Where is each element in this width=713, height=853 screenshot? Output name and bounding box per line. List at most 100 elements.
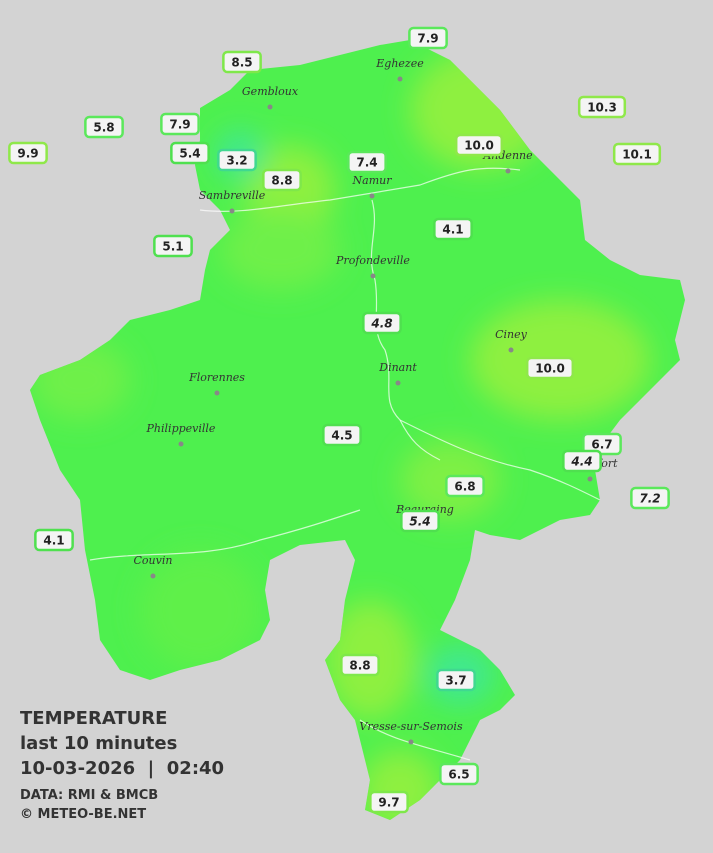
station: 4.4 [562, 449, 602, 473]
station-box [340, 653, 380, 677]
station-box [612, 142, 662, 166]
city-dot [267, 104, 273, 110]
station-value: 4.1 [442, 223, 463, 237]
station: 10.3 [577, 95, 627, 119]
station: 10.0 [525, 356, 575, 380]
station-value: 4.5 [331, 429, 352, 443]
station: 7.4 [347, 150, 387, 174]
station: 7.9 [160, 112, 200, 136]
station: 3.7 [436, 668, 476, 692]
station: 6.7 [582, 432, 622, 456]
station-box [369, 790, 409, 814]
station: 8.5 [222, 50, 262, 74]
station-value: 7.9 [417, 32, 438, 46]
city-dot [214, 390, 220, 396]
station: 10.1 [612, 142, 662, 166]
station-box [630, 486, 670, 510]
city-label: Profondeville [335, 254, 410, 267]
legend-line: TEMPERATURE [20, 708, 167, 729]
station: 5.1 [153, 234, 193, 258]
station-box [8, 141, 48, 165]
station-value: 6.8 [454, 480, 475, 494]
station-box [322, 423, 362, 447]
city-dot [408, 739, 414, 745]
station-value: 9.9 [17, 147, 38, 161]
station-value: 3.2 [226, 154, 247, 168]
station-value: 5.8 [93, 121, 114, 135]
station: 10.0 [454, 133, 504, 157]
station-value: 5.1 [162, 240, 183, 254]
city-dot [370, 273, 376, 279]
city-dot [587, 476, 593, 482]
station-value: 10.0 [535, 362, 565, 376]
legend-line: © METEO-BE.NET [20, 807, 146, 822]
station: 4.1 [34, 528, 74, 552]
city-dot [505, 168, 511, 174]
station: 4.8 [362, 311, 402, 335]
station: 4.5 [322, 423, 362, 447]
station-value: 8.8 [271, 174, 292, 188]
city-label: Eghezee [375, 57, 424, 70]
city-label: Dinant [378, 361, 417, 374]
station-value: 9.7 [378, 796, 399, 810]
station-value: 7.2 [639, 492, 660, 506]
city-label: Ciney [495, 328, 528, 341]
station-box [433, 217, 473, 241]
city-label: Florennes [188, 371, 245, 384]
station-box [170, 141, 210, 165]
city-dot [229, 208, 235, 214]
station-box [34, 528, 74, 552]
station-box [582, 432, 622, 456]
station-box [222, 50, 262, 74]
city-dot [150, 573, 156, 579]
city-label: Philippeville [146, 422, 216, 435]
legend-line: DATA: RMI & BMCB [20, 788, 158, 803]
station-value: 7.9 [169, 118, 190, 132]
city-label: Namur [352, 174, 393, 187]
city-dot [395, 380, 401, 386]
station-box [454, 133, 504, 157]
station-box [577, 95, 627, 119]
station-value: 4.8 [370, 317, 392, 331]
station-value: 8.8 [349, 659, 370, 673]
station-box [262, 168, 302, 192]
station-value: 5.4 [179, 147, 200, 161]
station: 8.8 [262, 168, 302, 192]
station-box [525, 356, 575, 380]
station-box [153, 234, 193, 258]
station-value: 3.7 [445, 674, 466, 688]
station-box [439, 762, 479, 786]
station: 9.9 [8, 141, 48, 165]
city-label: Couvin [134, 554, 173, 567]
legend-line: last 10 minutes [20, 733, 177, 754]
station-box [562, 449, 602, 473]
station: 5.8 [84, 115, 124, 139]
station-box [84, 115, 124, 139]
station: 5.4 [170, 141, 210, 165]
station-value: 5.4 [409, 515, 430, 529]
city-label: Sambreville [199, 189, 266, 202]
city-dot [397, 76, 403, 82]
station-value: 8.5 [231, 56, 252, 70]
station-box [400, 509, 440, 533]
station-value: 6.7 [591, 438, 612, 452]
station-box [436, 668, 476, 692]
station-value: 10.0 [464, 139, 494, 153]
city-label: Vresse-sur-Semois [359, 720, 463, 733]
station-box [347, 150, 387, 174]
station: 8.8 [340, 653, 380, 677]
station-box [160, 112, 200, 136]
city-dot [508, 347, 514, 353]
rivers [89, 167, 601, 761]
station-box [408, 26, 448, 50]
station: 4.1 [433, 217, 473, 241]
station-box [445, 474, 485, 498]
legend-line: 10-03-2026 | 02:40 [20, 758, 224, 779]
station-value: 4.4 [570, 455, 592, 469]
city-dot [178, 441, 184, 447]
station-box [362, 311, 402, 335]
city-dot [369, 193, 375, 199]
station-value: 7.4 [356, 156, 377, 170]
station-box [217, 148, 257, 172]
